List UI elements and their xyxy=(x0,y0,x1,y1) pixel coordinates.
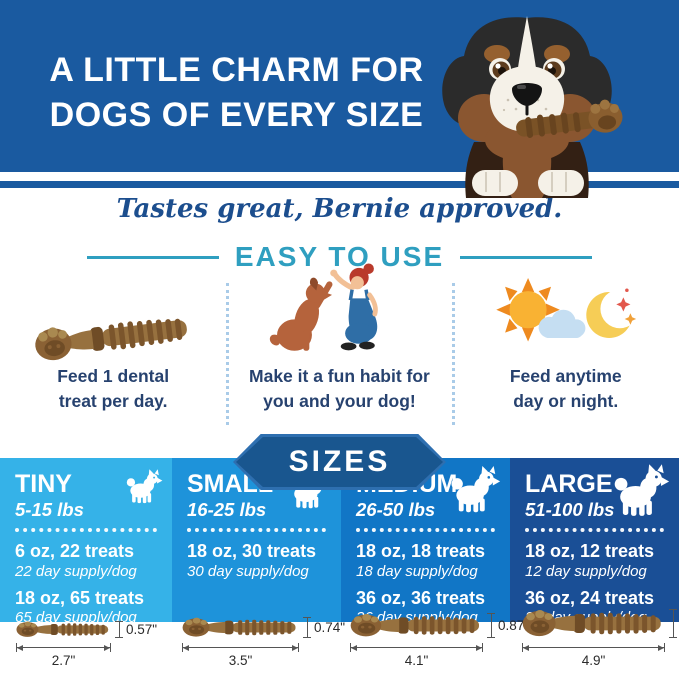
size-name: LARGE xyxy=(525,470,613,498)
size-column-small: SMALL 16-25 lbs 18 oz, 30 treats 30 day … xyxy=(172,458,341,622)
dotted-rule xyxy=(525,528,664,533)
treat-size-medium: 4.1" 0.87" xyxy=(350,613,529,668)
treat-image xyxy=(182,617,299,638)
width-arrow xyxy=(522,643,665,652)
dog-silhouette-icon xyxy=(449,466,501,513)
dog-silhouette-icon xyxy=(125,469,163,504)
easy-to-use-row: Feed 1 dental treat per day. xyxy=(0,263,679,426)
easy-item-text: Make it a fun habit for you and your dog… xyxy=(249,366,430,412)
treat-height-label: 0.57" xyxy=(126,622,158,637)
bernese-dog-illustration xyxy=(442,16,623,198)
size-column-large: LARGE 51-100 lbs 18 oz, 12 treats 12 day… xyxy=(510,458,679,626)
heading-rule-left xyxy=(86,255,219,259)
easy-item-text: Feed 1 dental treat per day. xyxy=(57,366,170,412)
treat-length-label: 3.5" xyxy=(228,653,253,668)
easy-item-fun-habit: Make it a fun habit for you and your dog… xyxy=(226,263,452,426)
treat-length-label: 4.9" xyxy=(581,653,606,668)
size-name: TINY xyxy=(15,470,72,498)
dotted-rule xyxy=(187,528,326,533)
dotted-rule xyxy=(15,528,157,533)
pack-option: 18 oz, 65 treats xyxy=(15,587,145,608)
supply-note: 18 day supply/dog xyxy=(356,562,478,580)
supply-note: 30 day supply/dog xyxy=(187,562,309,580)
treat-height-label: 0.74" xyxy=(314,620,346,635)
height-bracket xyxy=(303,617,311,638)
treat-height-label: 0.87" xyxy=(498,618,530,633)
pack-option: 18 oz, 18 treats xyxy=(356,541,486,562)
sizes-title: SIZES xyxy=(288,445,391,478)
easy-to-use-heading: EASY TO USE xyxy=(0,241,679,273)
measurement-row: 2.7" 0.57" 3.5" 0.74" 4.1" xyxy=(0,609,679,673)
easy-item-feed-daily: Feed 1 dental treat per day. xyxy=(0,278,226,426)
treat-image xyxy=(16,621,111,638)
pack-option: 6 oz, 22 treats xyxy=(15,541,135,562)
treat-size-large: 4.9" 1" xyxy=(522,609,679,668)
dotted-rule xyxy=(356,528,495,533)
size-column-medium: MEDIUM 26-50 lbs 18 oz, 18 treats 18 day… xyxy=(341,458,510,626)
size-column-tiny: TINY 5-15 lbs 6 oz, 22 treats 22 day sup… xyxy=(0,458,172,626)
pack-option: 36 oz, 24 treats xyxy=(525,587,655,608)
divider-stripe xyxy=(0,181,679,188)
supply-note: 12 day supply/dog xyxy=(525,562,647,580)
pack-option: 18 oz, 12 treats xyxy=(525,541,655,562)
easy-to-use-title: EASY TO USE xyxy=(234,241,445,272)
page-title: A LITTLE CHARM FOR DOGS OF EVERY SIZE xyxy=(44,48,429,138)
page-title-line1: A LITTLE CHARM FOR xyxy=(49,51,424,89)
treat-image xyxy=(350,613,483,638)
easy-item-anytime: Feed anytime day or night. xyxy=(453,277,679,426)
treat-length-label: 2.7" xyxy=(51,653,76,668)
size-weight-range: 51-100 lbs xyxy=(525,499,615,521)
tagline: Tastes great, Bernie approved. xyxy=(116,194,563,224)
width-arrow xyxy=(182,643,299,652)
supply-note: 22 day supply/dog xyxy=(15,562,137,580)
width-arrow xyxy=(16,643,111,652)
treat-size-tiny: 2.7" 0.57" xyxy=(16,621,157,668)
treat-size-small: 3.5" 0.74" xyxy=(182,617,345,668)
dental-treat-icon xyxy=(34,278,192,356)
sizes-ribbon-inner: SIZES xyxy=(236,437,443,487)
size-weight-range: 5-15 lbs xyxy=(15,499,84,521)
size-weight-range: 16-25 lbs xyxy=(187,499,267,521)
dotted-divider xyxy=(452,283,455,425)
dog-silhouette-icon xyxy=(612,464,670,517)
treat-image xyxy=(522,609,665,638)
sun-and-moon-icon xyxy=(491,277,641,356)
width-arrow xyxy=(350,643,483,652)
height-bracket xyxy=(669,609,677,638)
dotted-divider xyxy=(226,283,229,425)
height-bracket xyxy=(115,621,123,638)
pack-option: 18 oz, 30 treats xyxy=(187,541,317,562)
size-weight-range: 26-50 lbs xyxy=(356,499,436,521)
size-columns: TINY 5-15 lbs 6 oz, 22 treats 22 day sup… xyxy=(0,458,679,626)
owner-dog-highfive-icon xyxy=(259,263,419,356)
sizes-ribbon: SIZES xyxy=(233,434,446,490)
pack-option: 36 oz, 36 treats xyxy=(356,587,486,608)
page-title-line2: DOGS OF EVERY SIZE xyxy=(49,96,424,134)
treat-length-label: 4.1" xyxy=(404,653,429,668)
height-bracket xyxy=(487,613,495,638)
easy-item-text: Feed anytime day or night. xyxy=(509,366,622,412)
heading-rule-right xyxy=(460,255,593,259)
